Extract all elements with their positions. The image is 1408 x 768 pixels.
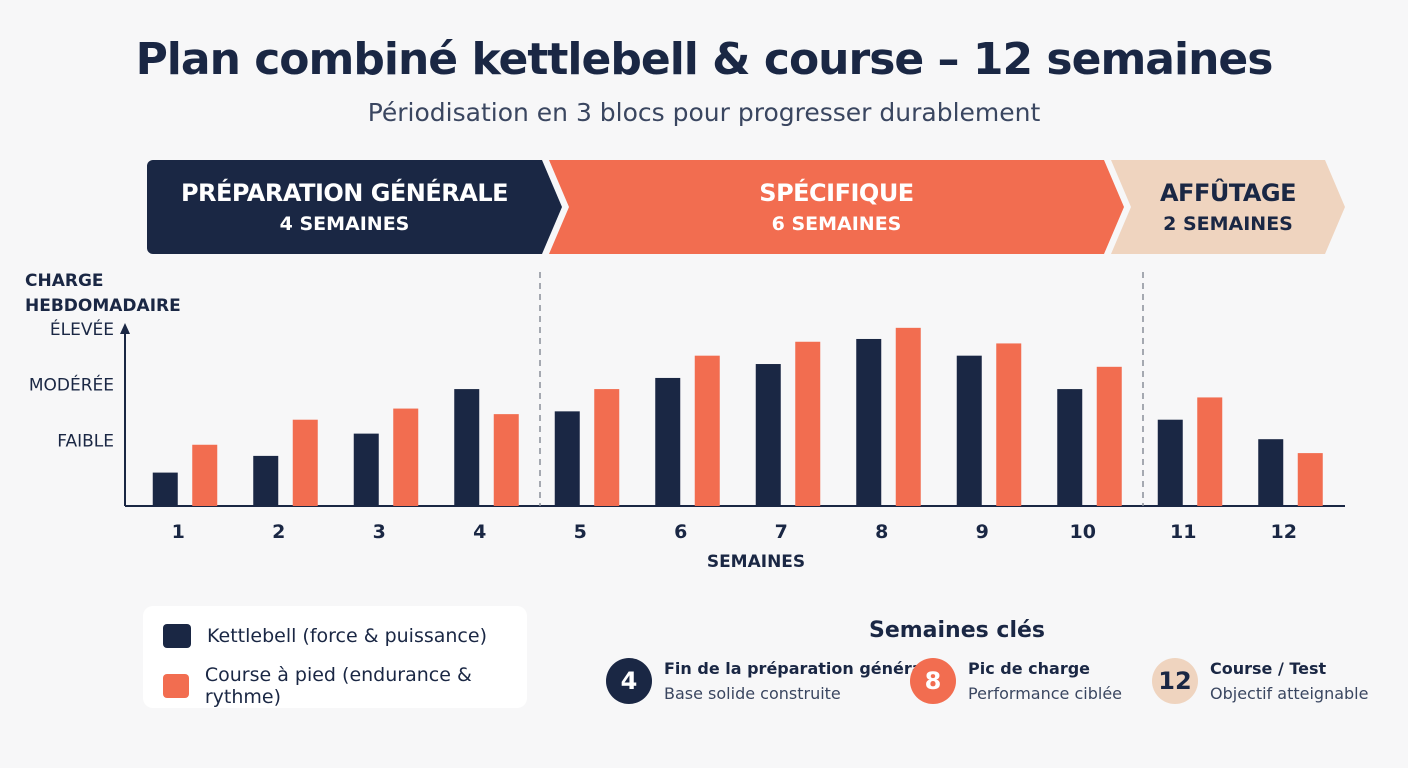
bar-kettlebell-week-2: [253, 455, 279, 506]
bar-running-week-5: [594, 389, 620, 506]
bar-kettlebell-week-9: [956, 355, 982, 506]
bar-kettlebell-week-12: [1258, 439, 1284, 506]
phase-duration: 4 SEMAINES: [279, 213, 410, 235]
y-level-label: ÉLEVÉE: [50, 318, 114, 340]
bar-kettlebell-week-5: [554, 411, 580, 506]
page-subtitle: Périodisation en 3 blocs pour progresser…: [367, 98, 1041, 127]
legend-item-kettlebell: Kettlebell (force & puissance): [163, 624, 487, 648]
bar-kettlebell-week-7: [755, 364, 781, 506]
x-tick-label: 2: [272, 521, 285, 543]
bar-kettlebell-week-8: [856, 338, 882, 506]
legend-label: Kettlebell (force & puissance): [207, 625, 487, 647]
bar-running-week-8: [895, 327, 921, 506]
key-week-label: Course / Test: [1210, 659, 1327, 678]
y-axis-title: HEBDOMADAIRE: [25, 296, 181, 316]
x-tick-label: 6: [674, 521, 687, 543]
key-week-12: 12 Course / Test Objectif atteignable: [1152, 658, 1368, 704]
x-tick-label: 3: [373, 521, 386, 543]
bar-running-week-9: [996, 343, 1022, 506]
x-tick-label: 10: [1070, 521, 1096, 543]
legend-swatch-kettlebell: [163, 624, 191, 648]
bar-running-week-4: [493, 414, 519, 506]
bar-kettlebell-week-6: [655, 377, 681, 506]
y-axis-title: CHARGE: [25, 271, 104, 291]
legend-swatch-running: [163, 674, 189, 698]
bar-running-week-1: [192, 444, 218, 506]
chart-legend: Kettlebell (force & puissance) Course à …: [143, 606, 527, 708]
bar-kettlebell-week-3: [353, 433, 379, 506]
phase-banner-general: PRÉPARATION GÉNÉRALE 4 SEMAINES: [147, 160, 562, 254]
legend-item-running: Course à pied (endurance & rythme): [163, 664, 527, 708]
key-week-label: Pic de charge: [968, 659, 1091, 678]
page-title: Plan combiné kettlebell & course – 12 se…: [135, 34, 1274, 85]
bar-running-week-12: [1297, 453, 1323, 506]
x-axis-title: SEMAINES: [707, 552, 805, 572]
key-week-4: 4 Fin de la préparation générale Base so…: [606, 658, 939, 704]
bar-running-week-7: [795, 341, 821, 506]
x-tick-label: 5: [574, 521, 587, 543]
key-week-sub: Objectif atteignable: [1210, 684, 1369, 703]
key-week-sub: Performance ciblée: [968, 684, 1123, 703]
phase-name: AFFÛTAGE: [1159, 179, 1297, 207]
x-tick-label: 12: [1271, 521, 1297, 543]
key-week-8: 8 Pic de charge Performance ciblée: [910, 658, 1122, 704]
legend-label: Course à pied (endurance & rythme): [204, 664, 472, 708]
key-week-badge: 8: [910, 658, 956, 704]
bar-running-week-6: [694, 355, 720, 506]
key-week-label: Fin de la préparation générale: [664, 659, 939, 678]
phase-banner-taper: AFFÛTAGE 2 SEMAINES: [1111, 160, 1345, 254]
y-axis-arrow-icon: [120, 323, 130, 334]
bar-kettlebell-week-4: [454, 389, 480, 506]
phase-name: PRÉPARATION GÉNÉRALE: [180, 179, 509, 207]
key-weeks-title: Semaines clés: [868, 618, 1045, 643]
bar-kettlebell-week-1: [152, 472, 178, 506]
y-level-label: FAIBLE: [57, 431, 114, 451]
bar-kettlebell-week-10: [1057, 389, 1083, 506]
phase-duration: 6 SEMAINES: [771, 213, 902, 235]
bar-running-week-2: [292, 419, 318, 506]
phase-name: SPÉCIFIQUE: [759, 179, 914, 207]
key-week-badge: 12: [1152, 658, 1198, 704]
bar-kettlebell-week-11: [1157, 419, 1183, 506]
x-tick-label: 11: [1170, 521, 1196, 543]
x-tick-label: 8: [875, 521, 888, 543]
y-level-label: MODÉRÉE: [29, 374, 114, 396]
x-tick-label: 4: [473, 521, 486, 543]
phase-banner-specific: SPÉCIFIQUE 6 SEMAINES: [549, 160, 1124, 254]
bar-running-week-3: [393, 408, 419, 506]
bar-running-week-10: [1096, 366, 1122, 506]
x-tick-label: 7: [775, 521, 788, 543]
bar-running-week-11: [1197, 397, 1223, 506]
x-tick-label: 1: [172, 521, 185, 543]
key-week-badge: 4: [606, 658, 652, 704]
phase-duration: 2 SEMAINES: [1163, 213, 1293, 235]
key-week-sub: Base solide construite: [664, 684, 841, 703]
x-tick-label: 9: [976, 521, 989, 543]
